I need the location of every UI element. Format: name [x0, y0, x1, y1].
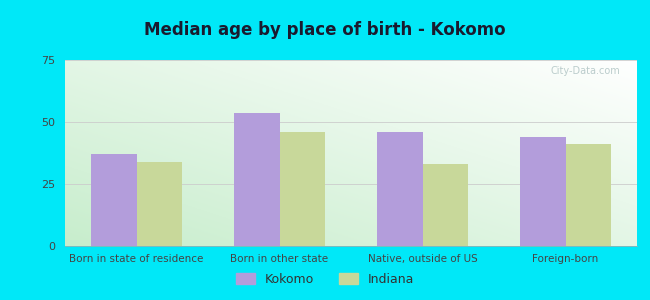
Bar [566, 144, 611, 246]
Bar [377, 132, 423, 246]
Bar [422, 164, 468, 246]
Bar [136, 162, 182, 246]
Bar [234, 113, 280, 246]
Legend: Kokomo, Indiana: Kokomo, Indiana [231, 268, 419, 291]
Text: Median age by place of birth - Kokomo: Median age by place of birth - Kokomo [144, 21, 506, 39]
Text: City-Data.com: City-Data.com [550, 66, 620, 76]
Bar [280, 132, 325, 246]
Bar [520, 137, 566, 246]
Bar [91, 154, 136, 246]
